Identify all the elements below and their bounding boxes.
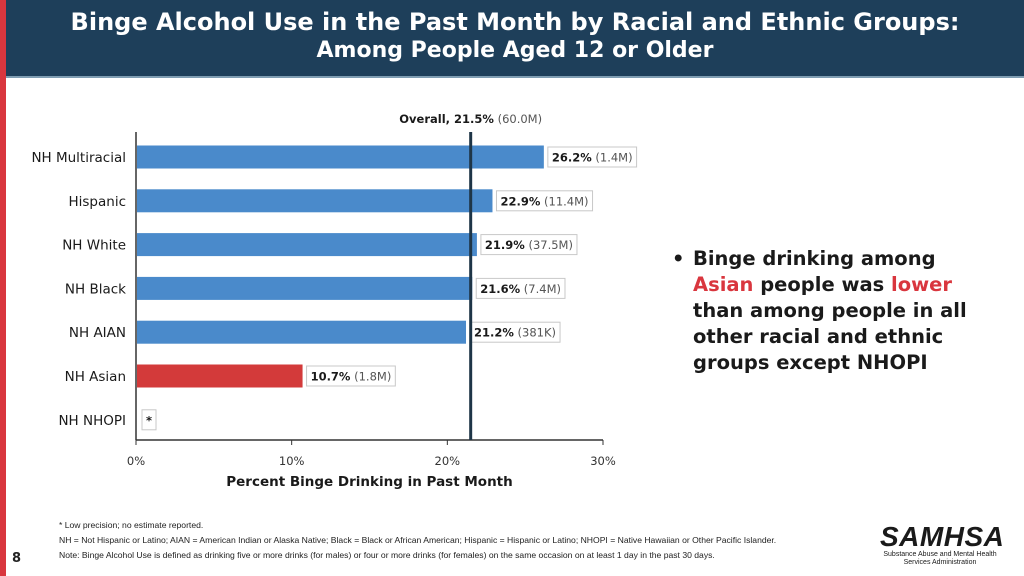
data-label: 10.7% (1.8M)	[306, 365, 396, 387]
bar	[137, 364, 303, 388]
footnote-precision: * Low precision; no estimate reported.	[59, 520, 204, 530]
overall-reference-label: Overall, 21.5% (60.0M)	[399, 112, 542, 126]
x-tick-label: 10%	[279, 454, 305, 468]
data-label-value: 26.2%	[552, 151, 592, 165]
category-label: NH Multiracial	[31, 150, 126, 166]
data-label-count: (7.4M)	[520, 282, 561, 296]
footnotes: * Low precision; no estimate reported. N…	[59, 518, 879, 563]
data-label-value: *	[146, 413, 152, 427]
left-accent-bar	[0, 0, 6, 576]
data-label-box	[547, 146, 638, 168]
data-label-box	[306, 365, 396, 387]
category-label: NH Black	[65, 281, 126, 297]
category-label: NH Asian	[65, 369, 126, 385]
data-label: 26.2% (1.4M)	[547, 146, 638, 168]
bar	[137, 189, 493, 213]
data-label-text: 21.9% (37.5M)	[485, 238, 573, 252]
data-label-count: (11.4M)	[540, 194, 588, 208]
bullet-dot: •	[672, 247, 685, 270]
data-label-value: 21.2%	[474, 326, 514, 340]
x-tick-label: 30%	[590, 454, 616, 468]
data-label: *	[141, 409, 157, 431]
header-divider	[6, 76, 1024, 78]
data-label-value: 22.9%	[500, 194, 540, 208]
category-label: Hispanic	[68, 194, 126, 210]
data-label-value: 21.9%	[485, 238, 525, 252]
data-label-text: 21.6% (7.4M)	[480, 282, 561, 296]
data-label-text: 21.2% (381K)	[474, 326, 556, 340]
category-label: NH White	[62, 238, 126, 254]
data-label-text: 10.7% (1.8M)	[311, 370, 392, 384]
title-banner: Binge Alcohol Use in the Past Month by R…	[6, 0, 1024, 76]
bullet-text-part2: people was	[753, 273, 892, 296]
data-label-count: (1.4M)	[592, 151, 633, 165]
logo-subtitle: Substance Abuse and Mental Health Servic…	[883, 551, 997, 566]
data-label-count: (37.5M)	[525, 238, 573, 252]
data-label: 21.2% (381K)	[469, 321, 561, 343]
page-number: 8	[12, 551, 22, 566]
data-label-text: 22.9% (11.4M)	[500, 194, 588, 208]
bullet-point: • Binge drinking among Asian people was …	[672, 246, 1002, 376]
bar	[137, 233, 477, 257]
bullet-highlight-asian: Asian	[693, 273, 754, 296]
data-label: 22.9% (11.4M)	[495, 190, 594, 212]
overall-reference-value: Overall, 21.5%	[399, 112, 494, 126]
overall-reference-count: (60.0M)	[494, 112, 542, 126]
data-label-count: (381K)	[514, 326, 556, 340]
data-label-box	[480, 234, 578, 256]
data-label-value: 21.6%	[480, 282, 520, 296]
footnote-definition: Note: Binge Alcohol Use is defined as dr…	[59, 550, 715, 560]
data-label-box	[495, 190, 594, 212]
data-label: 21.6% (7.4M)	[475, 277, 566, 299]
data-label-count: (1.8M)	[350, 370, 391, 384]
bullet-text-part1: Binge drinking among	[693, 247, 936, 270]
logo-name: SAMHSA	[880, 521, 1005, 552]
data-label: 21.9% (37.5M)	[480, 234, 578, 256]
bullet-text: Binge drinking among Asian people was lo…	[693, 246, 1002, 376]
bar	[137, 276, 473, 300]
title-line-2: Among People Aged 12 or Older	[316, 38, 714, 63]
bar	[137, 320, 467, 344]
category-label: NH NHOPI	[58, 413, 126, 429]
bullet-highlight-lower: lower	[891, 273, 952, 296]
data-label-value: 10.7%	[311, 370, 351, 384]
data-label-box	[141, 409, 157, 431]
data-label-text: 26.2% (1.4M)	[552, 151, 633, 165]
samhsa-logo: SAMHSA Substance Abuse and Mental Health…	[880, 521, 1005, 567]
data-label-box	[475, 277, 566, 299]
title-line-1: Binge Alcohol Use in the Past Month by R…	[70, 8, 960, 36]
bullet-text-part3: than among people in all other racial an…	[693, 299, 967, 374]
category-label: NH AIAN	[69, 325, 126, 341]
bar	[137, 145, 544, 169]
x-axis-label: Percent Binge Drinking in Past Month	[226, 474, 513, 490]
x-tick-label: 0%	[127, 454, 145, 468]
footnote-abbreviations: NH = Not Hispanic or Latino; AIAN = Amer…	[59, 535, 777, 545]
x-tick-label: 20%	[435, 454, 461, 468]
data-label-text: *	[146, 413, 152, 427]
